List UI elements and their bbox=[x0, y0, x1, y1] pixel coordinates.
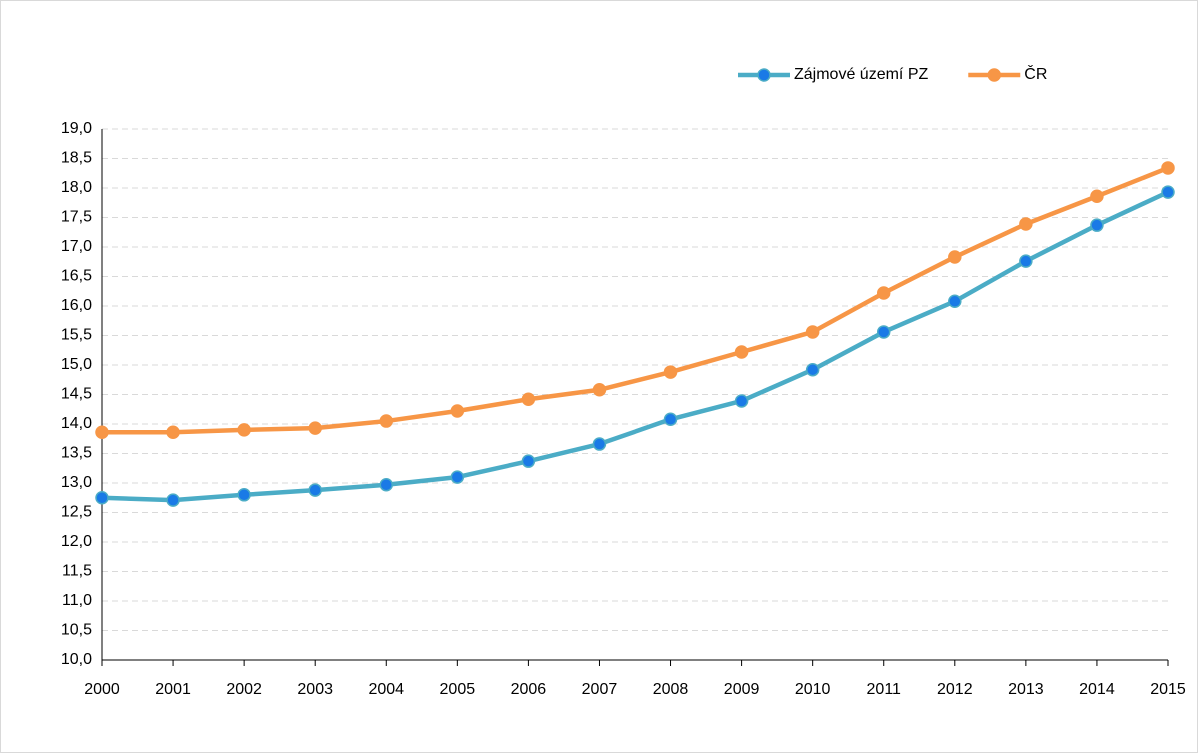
y-tick-label: 11,0 bbox=[62, 592, 92, 609]
y-tick-label: 13,5 bbox=[61, 445, 92, 462]
x-tick-label: 2005 bbox=[440, 681, 476, 698]
data-point bbox=[805, 362, 820, 377]
x-tick-label: 2014 bbox=[1079, 681, 1115, 698]
y-tick-label: 11,5 bbox=[62, 563, 92, 580]
y-tick-label: 16,0 bbox=[61, 297, 92, 314]
data-point bbox=[95, 491, 109, 505]
data-point bbox=[663, 412, 678, 427]
y-tick-label: 14,5 bbox=[61, 386, 92, 403]
legend-label: Zájmové území PZ bbox=[794, 66, 928, 83]
x-tick-label: 2011 bbox=[867, 681, 902, 698]
data-point bbox=[1019, 254, 1033, 268]
y-tick-label: 17,0 bbox=[61, 238, 92, 255]
data-point bbox=[948, 294, 962, 309]
x-tick-label: 2001 bbox=[155, 681, 191, 698]
data-point bbox=[592, 437, 607, 451]
data-point bbox=[166, 425, 180, 440]
data-point bbox=[876, 325, 891, 339]
data-point bbox=[1019, 217, 1033, 231]
data-point bbox=[805, 325, 820, 339]
data-point bbox=[237, 488, 251, 502]
y-tick-label: 18,0 bbox=[61, 179, 92, 196]
x-tick-label: 2000 bbox=[84, 681, 120, 698]
data-point bbox=[1090, 218, 1104, 232]
data-point bbox=[166, 493, 180, 507]
data-point bbox=[1161, 185, 1175, 199]
y-tick-label: 18,5 bbox=[61, 150, 92, 167]
x-tick-label: 2013 bbox=[1008, 681, 1044, 698]
y-tick-label: 13,0 bbox=[61, 474, 92, 491]
data-point bbox=[450, 404, 465, 418]
data-point bbox=[876, 286, 891, 300]
y-tick-label: 15,0 bbox=[61, 356, 92, 373]
x-tick-label: 2004 bbox=[368, 681, 404, 698]
legend-label: ČR bbox=[1024, 64, 1047, 83]
x-tick-label: 2010 bbox=[795, 681, 831, 698]
y-tick-label: 19,0 bbox=[61, 120, 92, 137]
data-point bbox=[948, 250, 962, 264]
y-tick-label: 17,5 bbox=[61, 209, 92, 226]
y-tick-label: 10,0 bbox=[61, 651, 92, 668]
data-point bbox=[95, 425, 109, 440]
data-point bbox=[308, 483, 322, 497]
legend-marker bbox=[987, 68, 1002, 82]
x-tick-label: 2003 bbox=[297, 681, 333, 698]
x-tick-label: 2009 bbox=[724, 681, 760, 698]
series-line bbox=[102, 165, 1169, 435]
data-point bbox=[379, 414, 394, 428]
data-point bbox=[521, 392, 536, 406]
data-point bbox=[1161, 161, 1175, 175]
series-line bbox=[101, 190, 1169, 503]
data-point bbox=[663, 365, 678, 379]
legend-marker bbox=[757, 68, 771, 82]
data-point bbox=[1090, 189, 1104, 204]
data-point bbox=[521, 454, 536, 468]
data-point bbox=[734, 345, 749, 359]
x-tick-label: 2002 bbox=[226, 681, 262, 698]
y-tick-label: 10,5 bbox=[61, 622, 92, 639]
y-tick-label: 12,5 bbox=[61, 504, 92, 521]
data-point bbox=[734, 394, 749, 408]
data-point bbox=[237, 423, 251, 437]
x-tick-label: 2015 bbox=[1150, 681, 1186, 698]
y-tick-label: 16,5 bbox=[61, 268, 92, 285]
data-point bbox=[308, 421, 322, 435]
y-tick-label: 14,0 bbox=[61, 415, 92, 432]
x-tick-label: 2007 bbox=[582, 681, 618, 698]
x-tick-label: 2006 bbox=[511, 681, 547, 698]
data-point bbox=[592, 383, 607, 397]
data-point bbox=[379, 478, 394, 492]
y-tick-label: 12,0 bbox=[61, 533, 92, 550]
data-point bbox=[450, 470, 465, 484]
y-tick-label: 15,5 bbox=[61, 327, 92, 344]
x-tick-label: 2008 bbox=[653, 681, 689, 698]
x-tick-label: 2012 bbox=[937, 681, 973, 698]
